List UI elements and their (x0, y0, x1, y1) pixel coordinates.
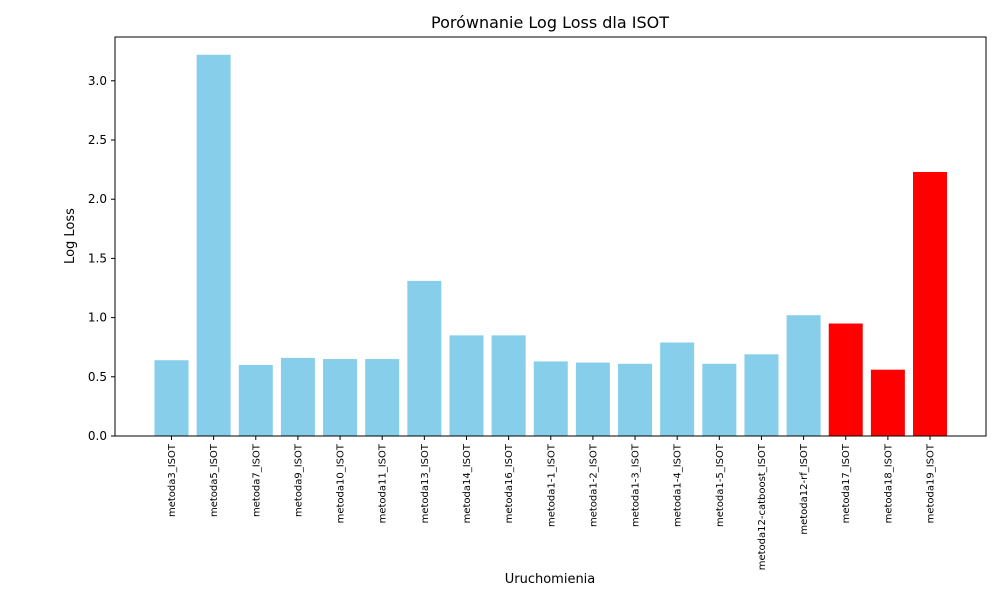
x-tick-label: metoda1-3_ISOT (631, 443, 642, 527)
x-tick-label: metoda16_ISOT (504, 443, 515, 523)
bar-metoda18_ISOT (870, 369, 905, 436)
x-tick-label: metoda1-1_ISOT (546, 443, 557, 527)
bar-metoda14_ISOT (449, 335, 484, 436)
bar-metoda12-catboost_ISOT (744, 354, 779, 436)
x-tick-label: metoda9_ISOT (293, 443, 304, 517)
x-tick-label: metoda11_ISOT (378, 443, 389, 523)
bar-metoda5_ISOT (196, 54, 231, 436)
x-tick-label: metoda13_ISOT (420, 443, 431, 523)
bar-metoda10_ISOT (323, 359, 358, 436)
bar-metoda1-4_ISOT (660, 342, 695, 436)
y-tick-label: 3.0 (88, 74, 107, 88)
bar-metoda13_ISOT (407, 280, 442, 436)
x-tick-label: metoda17_ISOT (841, 443, 852, 523)
x-axis-label: Uruchomienia (505, 572, 596, 587)
x-tick-label: metoda1-2_ISOT (588, 443, 599, 527)
y-tick-label: 2.0 (88, 192, 107, 206)
x-tick-label: metoda12-rf_ISOT (799, 443, 810, 535)
bar-metoda7_ISOT (238, 364, 273, 436)
bar-metoda1-1_ISOT (533, 361, 568, 436)
bar-metoda1-3_ISOT (618, 363, 653, 436)
x-tick-label: metoda14_ISOT (462, 443, 473, 523)
y-tick-label: 0.0 (88, 429, 107, 443)
bar-metoda19_ISOT (913, 171, 948, 436)
x-tick-label: metoda18_ISOT (883, 443, 894, 523)
bar-metoda1-2_ISOT (575, 362, 610, 436)
chart-title: Porównanie Log Loss dla ISOT (431, 13, 669, 32)
bars-group (154, 54, 948, 436)
x-tick-label: metoda5_ISOT (209, 443, 220, 517)
y-tick-label: 2.5 (88, 133, 107, 147)
x-tick-label: metoda7_ISOT (251, 443, 262, 517)
x-tick-label: metoda1-5_ISOT (715, 443, 726, 527)
y-tick-label: 1.5 (88, 251, 107, 265)
y-tick-label: 1.0 (88, 311, 107, 325)
bar-metoda9_ISOT (280, 357, 315, 436)
bar-metoda1-5_ISOT (702, 363, 737, 436)
bar-metoda17_ISOT (828, 323, 863, 436)
plot-frame (114, 36, 987, 437)
y-tick-label: 0.5 (88, 370, 107, 384)
bar-metoda11_ISOT (365, 359, 400, 436)
x-tick-label: metoda3_ISOT (167, 443, 178, 517)
x-tick-label: metoda10_ISOT (336, 443, 347, 523)
x-tick-label: metoda1-4_ISOT (673, 443, 684, 527)
bar-metoda12-rf_ISOT (786, 315, 821, 436)
x-axis: metoda3_ISOT metoda5_ISOT metoda7_ISOT meto… (167, 436, 937, 570)
bar-metoda3_ISOT (154, 360, 189, 436)
y-axis: 0.0 0.5 1.0 1.5 2.0 2.5 3.0 (88, 74, 115, 443)
x-tick-label: metoda12-catboost_ISOT (757, 443, 768, 570)
bar-metoda16_ISOT (491, 335, 526, 436)
x-tick-label: metoda19_ISOT (926, 443, 937, 523)
y-axis-label: Log Loss (63, 208, 78, 264)
